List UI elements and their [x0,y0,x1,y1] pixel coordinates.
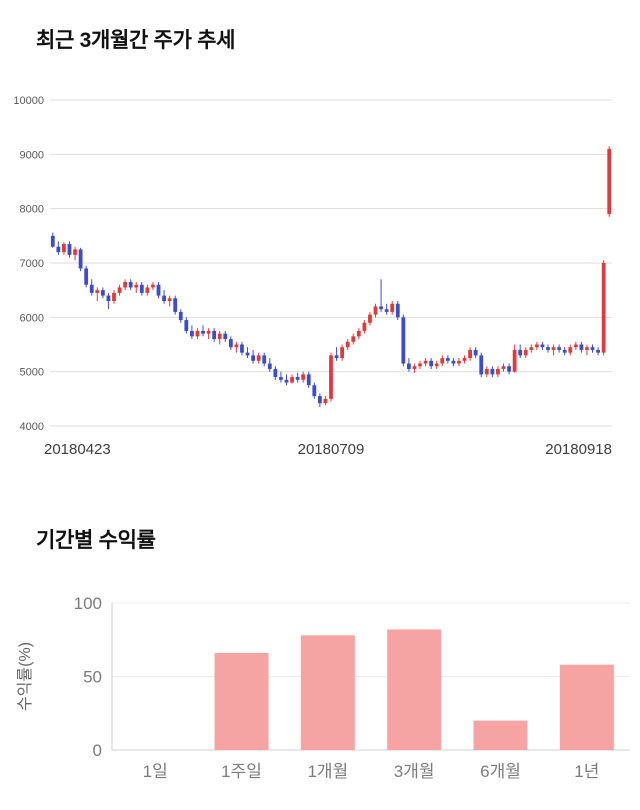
svg-text:20180423: 20180423 [44,441,111,458]
svg-text:7000: 7000 [20,258,44,270]
svg-text:20180709: 20180709 [298,441,365,458]
svg-text:9000: 9000 [20,149,44,161]
svg-text:10000: 10000 [13,95,44,107]
period-returns-title: 기간별 수익률 [36,529,156,552]
price-trend-title: 최근 3개월간 주가 추세 [36,29,236,52]
svg-text:8000: 8000 [20,204,44,216]
svg-text:100: 100 [74,594,102,613]
svg-text:0: 0 [93,741,102,760]
svg-text:수익률(%): 수익률(%) [16,642,34,711]
svg-text:6000: 6000 [20,312,44,324]
svg-text:1년: 1년 [574,762,599,781]
svg-text:50: 50 [83,668,102,687]
period-returns-bar-chart: 0 50 100 1일 1주일 1개월 3개월 6개월 1년 수익률(%) [16,594,630,781]
svg-text:20180918: 20180918 [545,441,612,458]
svg-text:5000: 5000 [20,367,44,379]
svg-text:6개월: 6개월 [480,762,521,781]
svg-text:4000: 4000 [20,421,44,433]
svg-text:1일: 1일 [143,762,168,781]
svg-text:1개월: 1개월 [307,762,348,781]
svg-text:1주일: 1주일 [221,762,262,781]
svg-text:3개월: 3개월 [394,762,435,781]
